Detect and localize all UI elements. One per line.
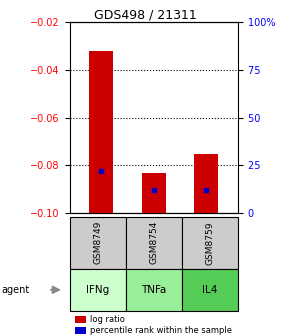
- Text: TNFa: TNFa: [141, 285, 166, 295]
- Bar: [89, 50, 113, 213]
- Bar: [142, 173, 166, 213]
- Text: IL4: IL4: [202, 285, 218, 295]
- Bar: [194, 154, 218, 213]
- Text: percentile rank within the sample: percentile rank within the sample: [90, 326, 232, 335]
- Text: log ratio: log ratio: [90, 315, 125, 324]
- Text: GSM8754: GSM8754: [149, 221, 158, 264]
- Text: GDS498 / 21311: GDS498 / 21311: [94, 8, 196, 22]
- Text: agent: agent: [1, 285, 30, 295]
- Text: IFNg: IFNg: [86, 285, 109, 295]
- Text: GSM8759: GSM8759: [205, 221, 214, 264]
- Text: GSM8749: GSM8749: [93, 221, 102, 264]
